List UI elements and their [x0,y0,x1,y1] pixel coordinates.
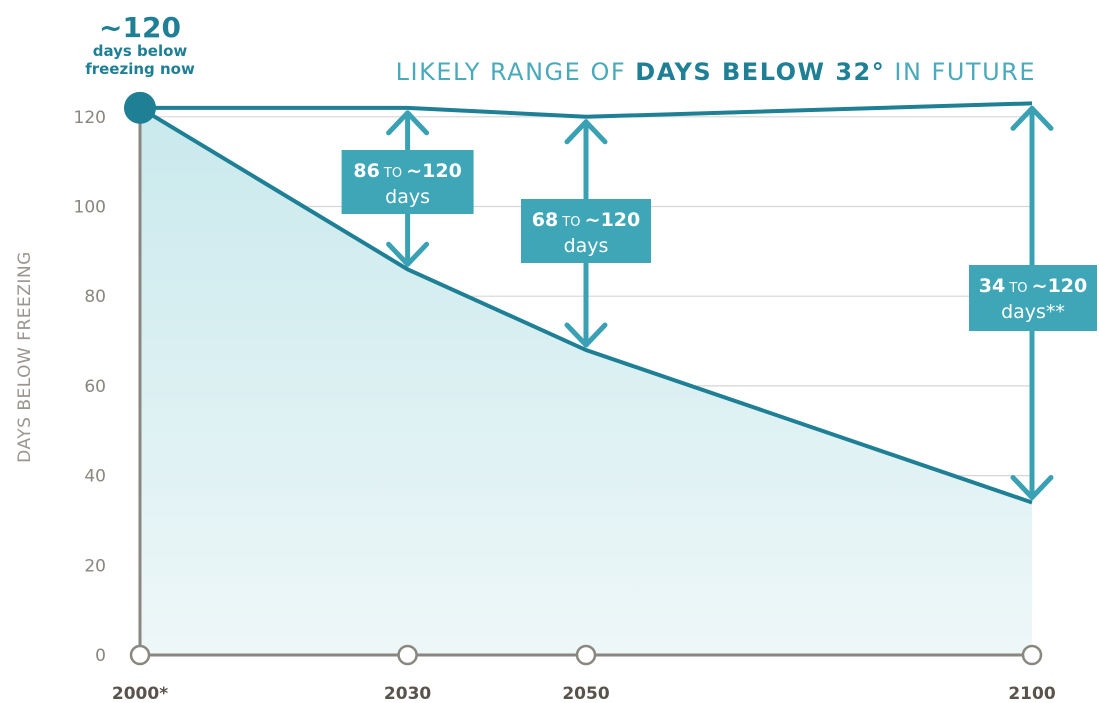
range-label: 86 TO ~120 [353,160,462,182]
y-tick-label: 20 [84,556,106,576]
range-box [341,150,474,214]
x-tick-label: 2050 [562,684,609,703]
range-box [969,265,1097,331]
range-low: 86 [353,160,379,182]
range-box [521,199,651,263]
range-to: TO [1005,281,1031,296]
range-label: 34 TO ~120 [979,275,1088,297]
x-axis-markers [129,644,1043,666]
range-boxes: 86 TO ~120 days 68 TO ~120 days 34 TO ~120 da… [341,150,1097,331]
y-tick-label: 0 [95,646,106,666]
now-label-line2: freezing now [85,60,195,78]
now-label-line1: days below [93,42,188,60]
x-axis-marker [575,644,597,666]
chart-title: LIKELY RANGE OF DAYS BELOW 32° IN FUTURE [396,58,1036,86]
y-tick-label: 120 [74,108,106,128]
x-axis-marker [1021,644,1043,666]
lower-bound-line [138,106,1033,505]
y-tick-labels: 0 20 40 60 80 100 120 [74,108,106,666]
now-point [124,91,156,124]
x-tick-label: 2000* [112,684,168,703]
title-suffix: IN FUTURE [885,58,1036,86]
x-axis-marker [129,644,151,666]
range-low: 68 [532,209,558,231]
x-tick-label: 2030 [384,684,431,703]
y-axis-label: DAYS BELOW FREEZING [15,251,35,463]
x-tick-label: 2100 [1008,684,1055,703]
y-tick-label: 60 [84,377,106,397]
x-tick-labels: 2000* 2030 2050 2100 [112,684,1056,703]
range-label: 68 TO ~120 [532,209,641,231]
upper-bound-line [140,101,1033,119]
range-unit: days [385,186,430,208]
y-tick-label: 80 [84,287,106,307]
range-high: ~120 [585,209,641,231]
range-low: 34 [979,275,1005,297]
now-value: ~120 [99,11,181,44]
title-prefix: LIKELY RANGE OF [396,58,636,86]
range-to: TO [380,166,406,181]
y-tick-label: 100 [74,198,106,218]
range-unit: days** [1001,301,1065,323]
range-high: ~120 [406,160,462,182]
title-bold: DAYS BELOW 32° [635,58,885,86]
range-to: TO [558,215,584,230]
x-axis-marker [397,644,418,666]
range-high: ~120 [1032,275,1088,297]
y-tick-label: 40 [84,467,106,487]
range-unit: days [564,235,609,257]
